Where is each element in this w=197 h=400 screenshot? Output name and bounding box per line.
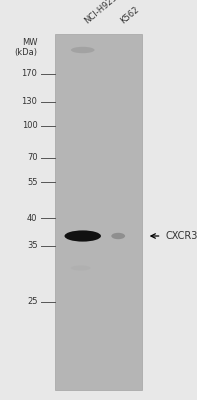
- Text: 25: 25: [27, 298, 37, 306]
- Text: 55: 55: [27, 178, 37, 186]
- Ellipse shape: [111, 233, 125, 239]
- Ellipse shape: [64, 230, 101, 242]
- Text: MW
(kDa): MW (kDa): [14, 38, 37, 57]
- Text: 130: 130: [21, 98, 37, 106]
- Text: CXCR3: CXCR3: [165, 231, 197, 241]
- Text: 40: 40: [27, 214, 37, 222]
- Text: 100: 100: [22, 122, 37, 130]
- Ellipse shape: [71, 47, 95, 53]
- Bar: [55, 34, 142, 390]
- Text: NCI-H929: NCI-H929: [83, 0, 119, 26]
- Text: 170: 170: [21, 70, 37, 78]
- Text: 70: 70: [27, 154, 37, 162]
- Text: 35: 35: [27, 242, 37, 250]
- Text: K562: K562: [118, 5, 140, 26]
- Ellipse shape: [71, 266, 91, 271]
